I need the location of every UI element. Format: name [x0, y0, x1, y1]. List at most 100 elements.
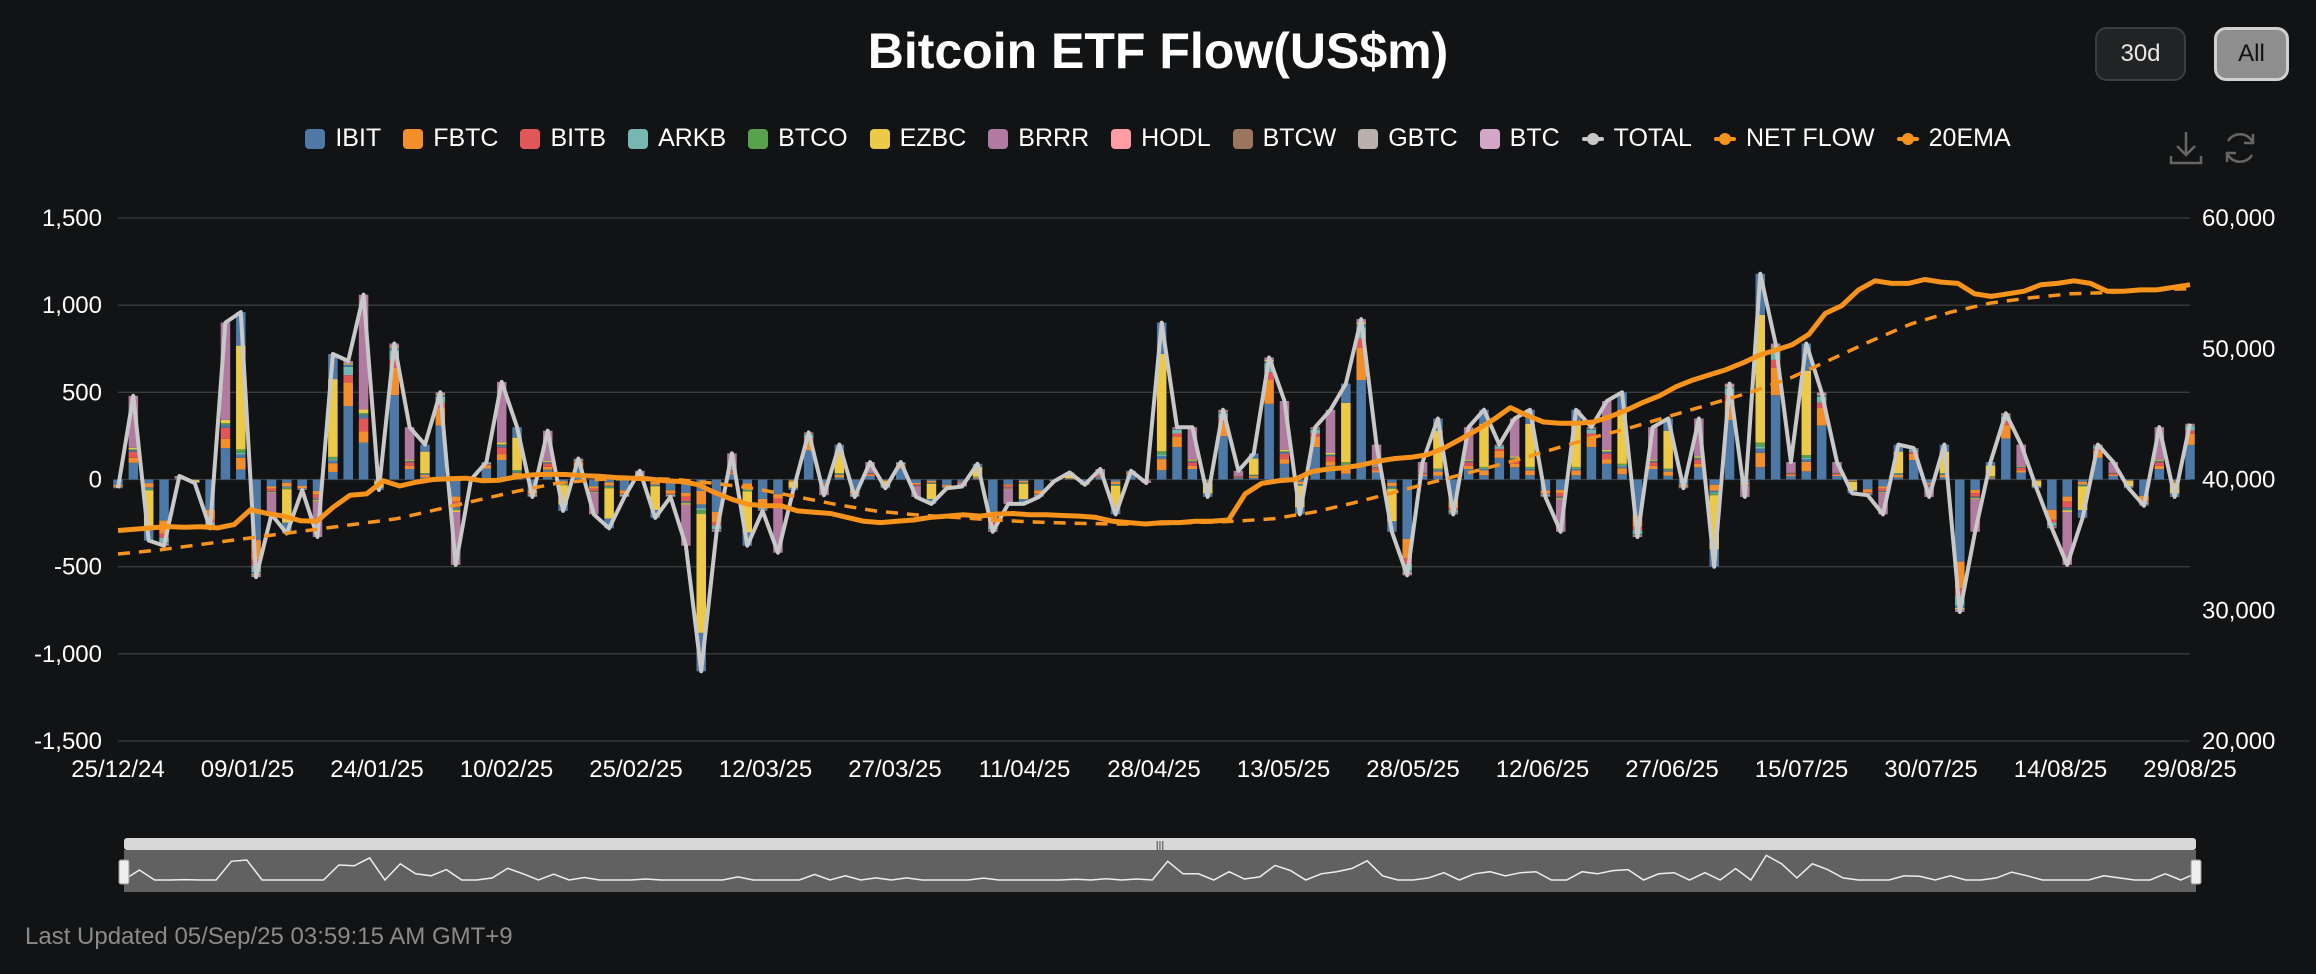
flow-bar-segment — [496, 445, 507, 448]
flow-bar-segment — [1172, 428, 1182, 430]
navigator-right-handle[interactable] — [2190, 859, 2202, 885]
legend-item-btc[interactable]: BTC — [1479, 124, 1560, 153]
flow-bar-segment — [803, 440, 814, 451]
flow-bar-segment — [1586, 447, 1597, 480]
flow-bar-segment — [911, 484, 921, 486]
flow-bar-segment — [1325, 455, 1336, 457]
flow-bar-segment — [1402, 479, 1413, 539]
flow-bar-segment — [312, 500, 323, 502]
flow-bar-segment — [1602, 449, 1612, 452]
flow-bar-segment — [1694, 467, 1704, 480]
flow-bar-segment — [1325, 409, 1336, 454]
y-left-tick-label: -1,000 — [34, 641, 102, 668]
flow-bar-segment — [1387, 486, 1397, 488]
flow-bar-segment — [1325, 456, 1336, 462]
flow-bar-segment — [1003, 479, 1013, 485]
flow-bar-segment — [665, 490, 676, 494]
flow-bar-segment — [496, 442, 507, 445]
flow-bar-segment — [895, 468, 906, 480]
legend-item-fbtc[interactable]: FBTC — [403, 124, 498, 153]
flow-bar-segment — [2047, 519, 2057, 523]
flow-bar-segment — [389, 367, 400, 396]
flow-bar-segment — [1080, 479, 1090, 483]
legend-swatch — [628, 128, 649, 149]
flow-bar-segment — [1816, 408, 1827, 426]
flow-bar-segment — [481, 465, 492, 469]
flow-bar-segment — [1755, 314, 1766, 443]
flow-bar-segment — [681, 504, 691, 546]
legend-item-btco[interactable]: BTCO — [748, 124, 848, 153]
flow-bar-segment — [1755, 442, 1766, 447]
flow-bar-segment — [1509, 458, 1520, 460]
flow-bar-segment — [1847, 479, 1858, 481]
flow-bar-segment — [1233, 476, 1244, 478]
flow-bar-segment — [1648, 459, 1658, 461]
flow-bar-segment — [435, 425, 446, 480]
flow-bar-segment — [696, 514, 706, 633]
flow-bar-segment — [1571, 469, 1581, 471]
flow-bar-segment — [1095, 476, 1106, 478]
flow-bar-segment — [2047, 479, 2057, 510]
flow-bar-segment — [435, 408, 446, 426]
flow-bar-segment — [1387, 482, 1397, 487]
download-icon[interactable] — [2166, 128, 2206, 168]
flow-bar-segment — [1801, 370, 1812, 456]
range-30d-button[interactable]: 30d — [2095, 27, 2186, 81]
legend-item-hodl[interactable]: HODL — [1111, 124, 1211, 153]
flow-bar-segment — [1555, 493, 1566, 497]
flow-bar-segment — [220, 419, 231, 424]
flow-bar-segment — [834, 473, 845, 474]
flow-bar-segment — [2154, 460, 2165, 462]
flow-bar-segment — [1187, 459, 1198, 461]
flow-bar-segment — [1463, 465, 1474, 470]
legend-item-gbtc[interactable]: GBTC — [1358, 124, 1458, 153]
x-tick-label: 24/01/25 — [330, 756, 423, 783]
navigator-left-handle[interactable] — [118, 859, 130, 885]
flow-bar-segment — [1939, 474, 1950, 478]
flow-bar-segment — [865, 476, 875, 480]
flow-bar-segment — [389, 395, 400, 480]
flow-bar-segment — [2001, 421, 2011, 426]
flow-bar-segment — [1755, 452, 1766, 468]
chart-title: Bitcoin ETF Flow(US$m) — [867, 23, 1449, 79]
flow-bar-segment — [236, 454, 246, 458]
flow-bar-segment — [358, 412, 369, 415]
flow-bar-segment — [2077, 481, 2088, 485]
legend-item-20ema[interactable]: 20EMA — [1896, 124, 2011, 153]
flow-bar-segment — [1555, 479, 1566, 490]
flow-bar-segment — [681, 503, 691, 505]
legend-item-ezbc[interactable]: EZBC — [869, 124, 966, 153]
flow-bar-segment — [665, 493, 676, 495]
flow-bar-segment — [220, 423, 231, 425]
flow-bar-segment — [558, 485, 568, 505]
flow-bar-segment — [1878, 479, 1888, 487]
flow-bar-segment — [1264, 372, 1274, 380]
y-right-tick-label: 60,000 — [2202, 205, 2275, 232]
legend-item-btcw[interactable]: BTCW — [1232, 124, 1336, 153]
range-all-button[interactable]: All — [2214, 27, 2289, 81]
flow-bar-segment — [988, 479, 998, 512]
flow-bar-segment — [1663, 468, 1673, 470]
flow-bar-segment — [604, 488, 614, 519]
flow-bar-segment — [2047, 509, 2057, 520]
flow-bar-segment — [1172, 436, 1182, 448]
legend-item-bitb[interactable]: BITB — [520, 124, 606, 153]
legend-item-net-flow[interactable]: NET FLOW — [1713, 124, 1875, 153]
refresh-icon[interactable] — [2220, 128, 2260, 168]
legend-item-brrr[interactable]: BRRR — [988, 124, 1089, 153]
flow-bar-segment — [2062, 501, 2072, 508]
flow-bar-segment — [328, 456, 338, 460]
legend-item-total[interactable]: TOTAL — [1581, 124, 1692, 153]
flow-bar-segment — [1801, 461, 1812, 472]
flow-bar-segment — [604, 482, 614, 486]
legend-item-ibit[interactable]: IBIT — [305, 124, 381, 153]
flow-bar-segment — [1371, 472, 1382, 480]
flow-bar-segment — [1325, 453, 1336, 455]
flow-bar-segment — [450, 496, 461, 502]
flow-bar-segment — [1586, 429, 1597, 434]
flow-bar-segment — [2077, 486, 2088, 511]
legend-item-arkb[interactable]: ARKB — [628, 124, 726, 153]
flow-bar-segment — [343, 406, 353, 480]
flow-bar-segment — [236, 452, 246, 455]
flow-bar-segment — [788, 479, 799, 481]
